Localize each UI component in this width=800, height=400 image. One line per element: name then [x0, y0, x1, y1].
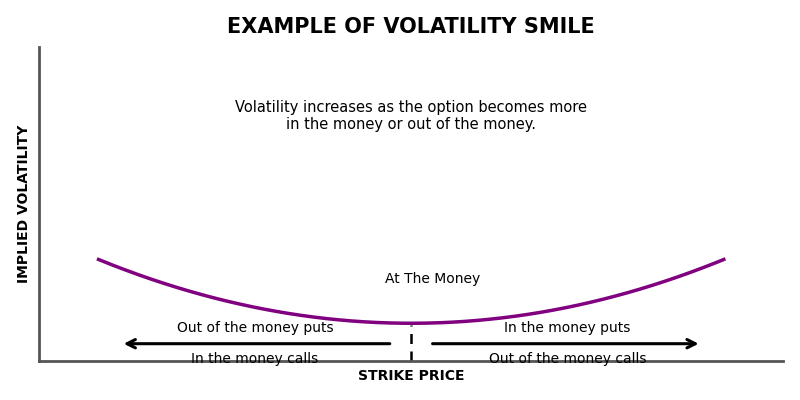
Text: Out of the money puts: Out of the money puts: [177, 321, 333, 335]
Text: Out of the money calls: Out of the money calls: [489, 352, 646, 366]
Text: In the money calls: In the money calls: [191, 352, 318, 366]
Y-axis label: IMPLIED VOLATILITY: IMPLIED VOLATILITY: [17, 124, 30, 283]
Text: At The Money: At The Money: [385, 272, 480, 286]
Text: Volatility increases as the option becomes more
in the money or out of the money: Volatility increases as the option becom…: [235, 100, 587, 132]
Title: EXAMPLE OF VOLATILITY SMILE: EXAMPLE OF VOLATILITY SMILE: [227, 17, 595, 37]
X-axis label: STRIKE PRICE: STRIKE PRICE: [358, 369, 465, 383]
Text: In the money puts: In the money puts: [504, 321, 630, 335]
